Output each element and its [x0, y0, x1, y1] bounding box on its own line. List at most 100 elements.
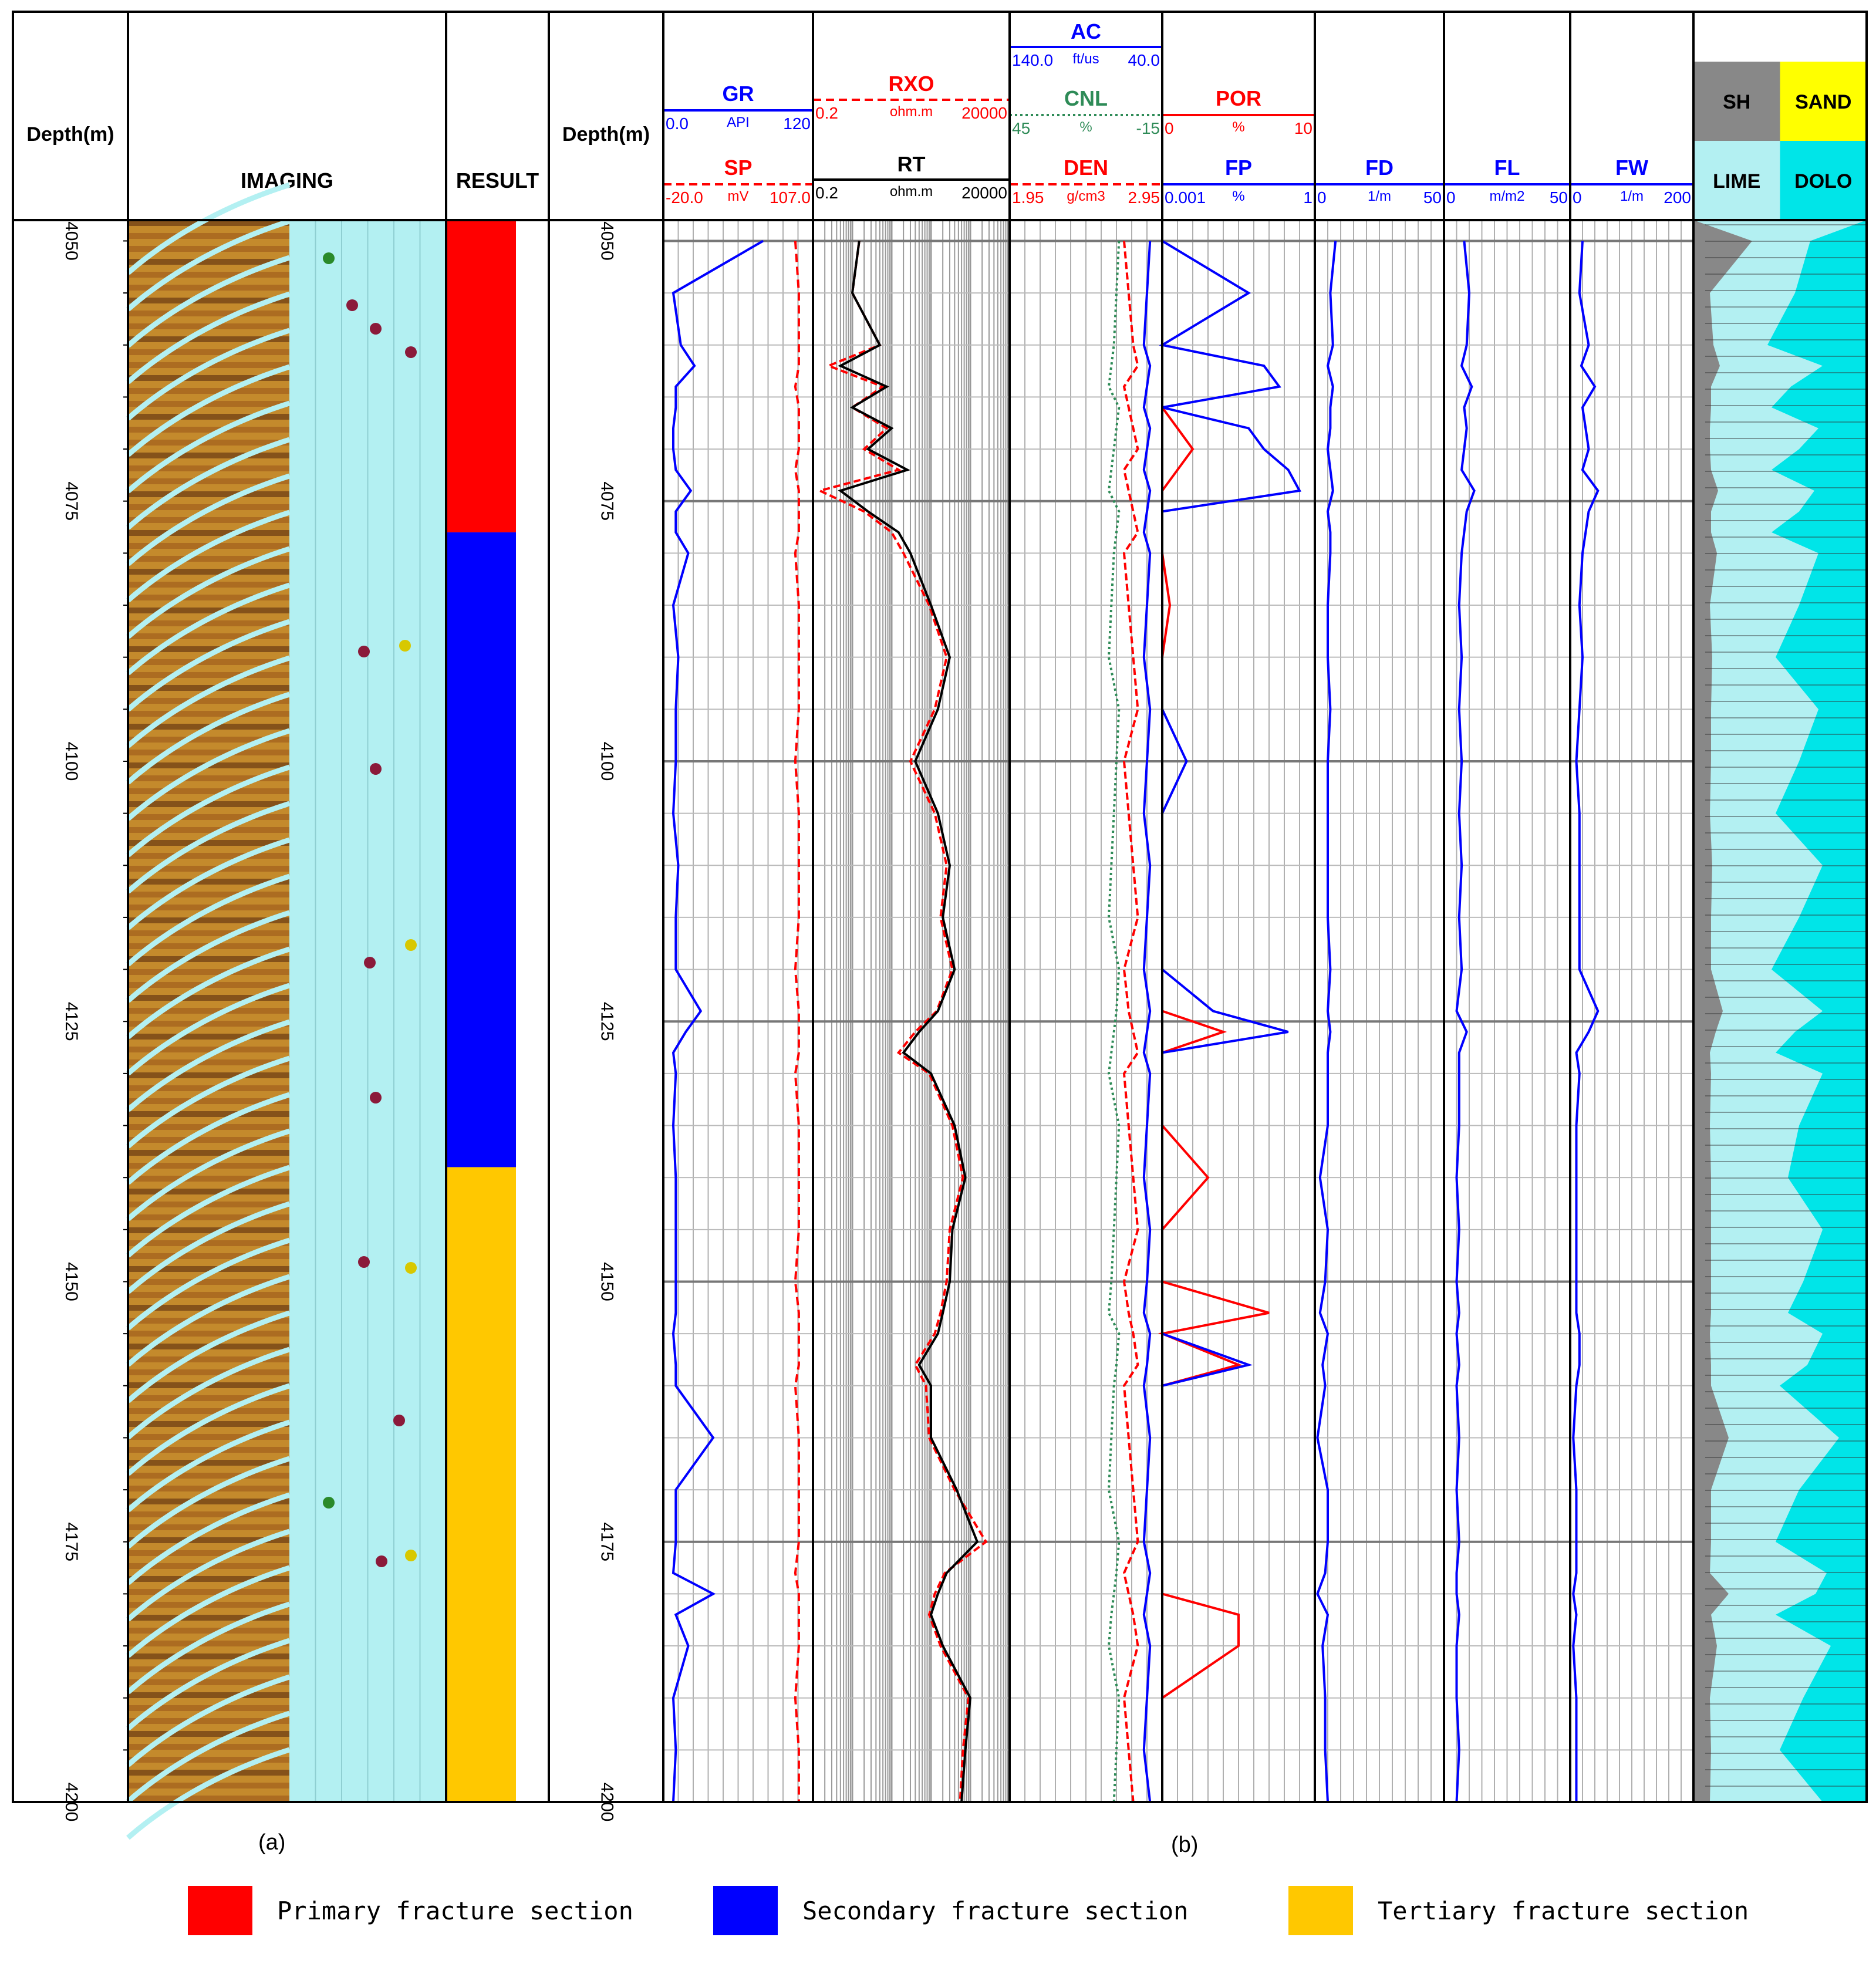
imaging-fracture-trace [126, 1710, 291, 1804]
imaging-texture-band [128, 1072, 289, 1078]
imaging-texture-band [128, 465, 289, 471]
imaging-texture-band [128, 1395, 289, 1401]
depth-tick-left: 4125 [62, 1002, 81, 1041]
depth-label-right: Depth(m) [562, 123, 650, 146]
legend-item-primary: Primary fracture section [188, 1878, 633, 1943]
imaging-texture-band [128, 1356, 289, 1362]
imaging-fracture-trace [126, 1274, 291, 1367]
imaging-fracture-trace [126, 1638, 291, 1731]
imaging-fracture-trace [126, 1419, 291, 1513]
imaging-texture-band [128, 1511, 289, 1517]
imaging-texture-band [128, 646, 289, 652]
imaging-fracture-trace [126, 801, 291, 894]
imaging-fracture-trace [126, 1565, 291, 1658]
depth-tick-right: 4175 [598, 1522, 617, 1561]
imaging-texture-band [128, 801, 289, 807]
depth-tick-left: 4150 [62, 1262, 81, 1301]
imaging-fracture-trace [126, 910, 291, 1003]
imaging-texture-band [128, 401, 289, 407]
depth-tick-left: 4050 [62, 221, 81, 261]
imaging-texture-band [128, 659, 289, 665]
imaging-dip-marker [364, 957, 376, 968]
header-unit-fd: 1/m [1368, 188, 1391, 204]
imaging-texture-band [128, 840, 289, 846]
imaging-fracture-trace [126, 619, 291, 712]
imaging-texture-band [128, 1447, 289, 1453]
imaging-texture-band [128, 1731, 289, 1737]
imaging-fracture-trace [126, 364, 291, 457]
imaging-texture-band [128, 672, 289, 678]
imaging-texture-band [128, 1576, 289, 1582]
header-min-por: 0 [1165, 119, 1174, 137]
curve-fw [1572, 241, 1600, 1802]
depth-tick-right: 4150 [598, 1262, 617, 1301]
imaging-texture-band [128, 866, 289, 872]
header-max-fl: 50 [1550, 188, 1568, 207]
header-min-rxo: 0.2 [815, 104, 838, 122]
header-unit-den: g/cm3 [1067, 188, 1105, 204]
imaging-fracture-trace [126, 1456, 291, 1549]
imaging-texture-band [128, 311, 289, 316]
imaging-texture-band [128, 956, 289, 962]
depth-tick-right: 4100 [598, 742, 617, 781]
imaging-texture-band [128, 1176, 289, 1182]
legend-label-primary: Primary fracture section [277, 1896, 633, 1925]
header-max-sp: 107.0 [770, 188, 811, 207]
header-por: POR [1216, 86, 1261, 110]
imaging-texture-band [128, 1408, 289, 1414]
curve-fd [1316, 241, 1337, 1803]
imaging-fracture-trace [126, 1201, 291, 1294]
curve-cnl [1107, 241, 1121, 1803]
imaging-dip-marker [405, 939, 417, 951]
result-label: RESULT [456, 168, 539, 193]
imaging-texture-band [128, 1008, 289, 1014]
imaging-texture-band [128, 1679, 289, 1685]
header-unit-gr: API [727, 114, 750, 130]
imaging-fracture-trace [126, 837, 291, 930]
header-rt: RT [897, 152, 926, 176]
header-max-fw: 200 [1664, 188, 1691, 207]
imaging-fracture-trace [126, 1747, 291, 1840]
imaging-texture-band [128, 349, 289, 355]
header-ac: AC [1071, 19, 1101, 43]
imaging-texture-band [128, 1150, 289, 1156]
header-fp: FP [1225, 156, 1252, 180]
imaging-texture-band [128, 1227, 289, 1233]
imaging-texture-band [128, 620, 289, 626]
imaging-texture-band [128, 1202, 289, 1207]
legend-label-secondary: Secondary fracture section [802, 1896, 1189, 1925]
header-min-sp: -20.0 [666, 188, 703, 207]
lith-swatch-sand [1780, 62, 1867, 141]
header-min-den: 1.95 [1012, 188, 1044, 207]
imaging-fracture-trace [126, 1237, 291, 1331]
imaging-texture-band [128, 1486, 289, 1491]
imaging-texture-band [128, 879, 289, 885]
imaging-fracture-trace [126, 946, 291, 1040]
curve-fl [1455, 241, 1476, 1803]
header-cnl: CNL [1064, 86, 1108, 110]
imaging-fracture-trace [126, 873, 291, 967]
header-fw: FW [1615, 156, 1648, 180]
imaging-fracture-trace [126, 983, 291, 1076]
header-gr: GR [723, 82, 754, 106]
imaging-texture-band [128, 1499, 289, 1504]
result-section-secondary [447, 532, 516, 1167]
imaging-texture-band [128, 491, 289, 497]
imaging-texture-band [128, 1770, 289, 1776]
imaging-dip-marker [323, 1497, 335, 1509]
imaging-texture-band [128, 917, 289, 923]
imaging-texture-band [128, 414, 289, 420]
imaging-texture-band [128, 1473, 289, 1479]
header-unit-rxo: ohm.m [890, 104, 933, 120]
result-section-primary [447, 220, 516, 532]
imaging-dip-marker [370, 1092, 382, 1104]
lith-label-lime: LIME [1713, 170, 1760, 193]
imaging-texture-band [128, 1796, 289, 1801]
imaging-texture-band [128, 1718, 289, 1724]
imaging-dip-marker [405, 1550, 417, 1561]
imaging-texture-band [128, 775, 289, 781]
imaging-texture-band [128, 788, 289, 794]
lith-label-dolo: DOLO [1794, 170, 1852, 193]
curve-gr [672, 239, 764, 1803]
